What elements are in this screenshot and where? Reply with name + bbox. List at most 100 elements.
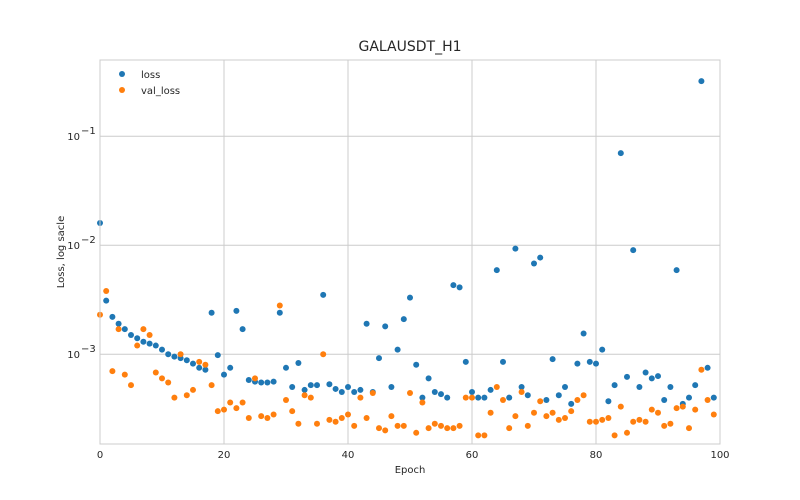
data-point bbox=[369, 390, 376, 397]
data-point bbox=[636, 384, 643, 391]
data-point bbox=[636, 416, 643, 423]
data-point bbox=[171, 394, 178, 401]
data-point bbox=[159, 375, 165, 382]
x-tick-label: 100 bbox=[710, 450, 729, 461]
data-point bbox=[270, 378, 277, 385]
data-point bbox=[425, 375, 432, 382]
data-point bbox=[679, 403, 686, 410]
x-axis-label: Epoch bbox=[395, 465, 426, 476]
data-point bbox=[524, 392, 531, 399]
data-point bbox=[500, 396, 506, 403]
data-point bbox=[376, 355, 382, 362]
data-point bbox=[599, 416, 606, 423]
data-point bbox=[655, 373, 661, 380]
data-point bbox=[351, 422, 358, 429]
data-point bbox=[543, 396, 550, 403]
legend-label: val_loss bbox=[141, 86, 180, 97]
legend-item: loss bbox=[119, 70, 160, 81]
x-tick-label: 0 bbox=[97, 450, 103, 461]
data-point bbox=[413, 429, 420, 436]
data-point bbox=[692, 382, 699, 389]
data-point bbox=[692, 406, 699, 413]
data-point bbox=[363, 414, 370, 421]
data-point bbox=[630, 418, 637, 425]
data-point bbox=[462, 394, 469, 401]
data-point bbox=[115, 326, 122, 333]
data-point bbox=[283, 364, 289, 371]
data-point bbox=[586, 418, 593, 425]
data-point bbox=[121, 326, 128, 333]
y-tick-exponent: −3 bbox=[81, 344, 96, 355]
data-point bbox=[295, 420, 302, 427]
data-point bbox=[152, 342, 159, 349]
data-point bbox=[642, 418, 649, 425]
data-point bbox=[611, 382, 618, 389]
data-point bbox=[655, 409, 661, 416]
data-point bbox=[221, 371, 227, 378]
data-point bbox=[258, 379, 265, 386]
plot-area bbox=[100, 60, 720, 444]
data-point bbox=[165, 351, 172, 358]
data-point bbox=[555, 392, 562, 399]
data-point bbox=[648, 406, 655, 413]
data-point bbox=[537, 254, 544, 261]
data-point bbox=[568, 408, 575, 415]
data-point bbox=[456, 284, 463, 291]
x-tick-label: 60 bbox=[466, 450, 479, 461]
data-point bbox=[134, 342, 141, 349]
x-tick-label: 20 bbox=[218, 450, 231, 461]
data-point bbox=[227, 399, 234, 406]
data-point bbox=[196, 364, 203, 371]
series-val-loss bbox=[97, 287, 717, 439]
data-point bbox=[512, 413, 519, 420]
data-point bbox=[531, 260, 537, 267]
data-point bbox=[698, 78, 705, 85]
data-point bbox=[400, 316, 407, 323]
x-tick-label: 40 bbox=[342, 450, 355, 461]
data-point bbox=[128, 331, 134, 338]
data-point bbox=[227, 364, 234, 371]
data-point bbox=[338, 388, 345, 395]
data-point bbox=[438, 391, 444, 398]
data-point bbox=[196, 358, 203, 365]
data-point bbox=[512, 245, 519, 252]
data-point bbox=[562, 414, 568, 421]
data-point bbox=[103, 297, 110, 304]
data-point bbox=[710, 411, 717, 418]
data-point bbox=[252, 375, 258, 382]
data-point bbox=[586, 358, 593, 365]
y-axis-label: Loss, log sacle bbox=[56, 216, 67, 288]
data-point bbox=[239, 399, 246, 406]
data-point bbox=[431, 420, 438, 427]
data-point bbox=[121, 371, 128, 378]
data-point bbox=[146, 340, 153, 347]
data-point bbox=[214, 352, 221, 359]
data-point bbox=[103, 287, 110, 294]
data-point bbox=[704, 396, 711, 403]
data-point bbox=[338, 414, 345, 421]
chart-title: GALAUSDT_H1 bbox=[358, 39, 461, 55]
data-point bbox=[128, 382, 134, 389]
data-point bbox=[295, 360, 302, 367]
data-point bbox=[376, 425, 382, 432]
data-point bbox=[270, 411, 277, 418]
data-point bbox=[301, 392, 308, 399]
legend-marker bbox=[119, 71, 125, 77]
data-point bbox=[555, 416, 562, 423]
data-point bbox=[462, 358, 469, 365]
data-point bbox=[543, 413, 550, 420]
legend: loss val_loss bbox=[119, 70, 180, 97]
series-loss bbox=[97, 78, 717, 407]
data-point bbox=[239, 326, 246, 333]
data-point bbox=[667, 384, 674, 391]
data-point bbox=[593, 418, 599, 425]
data-point bbox=[109, 313, 116, 320]
data-point bbox=[407, 294, 413, 301]
data-point bbox=[425, 425, 432, 432]
y-tick-label: 10 bbox=[67, 241, 80, 252]
data-point bbox=[506, 394, 513, 401]
data-point bbox=[493, 384, 500, 391]
data-point bbox=[307, 382, 314, 389]
data-point bbox=[624, 429, 630, 436]
data-point bbox=[165, 379, 172, 386]
